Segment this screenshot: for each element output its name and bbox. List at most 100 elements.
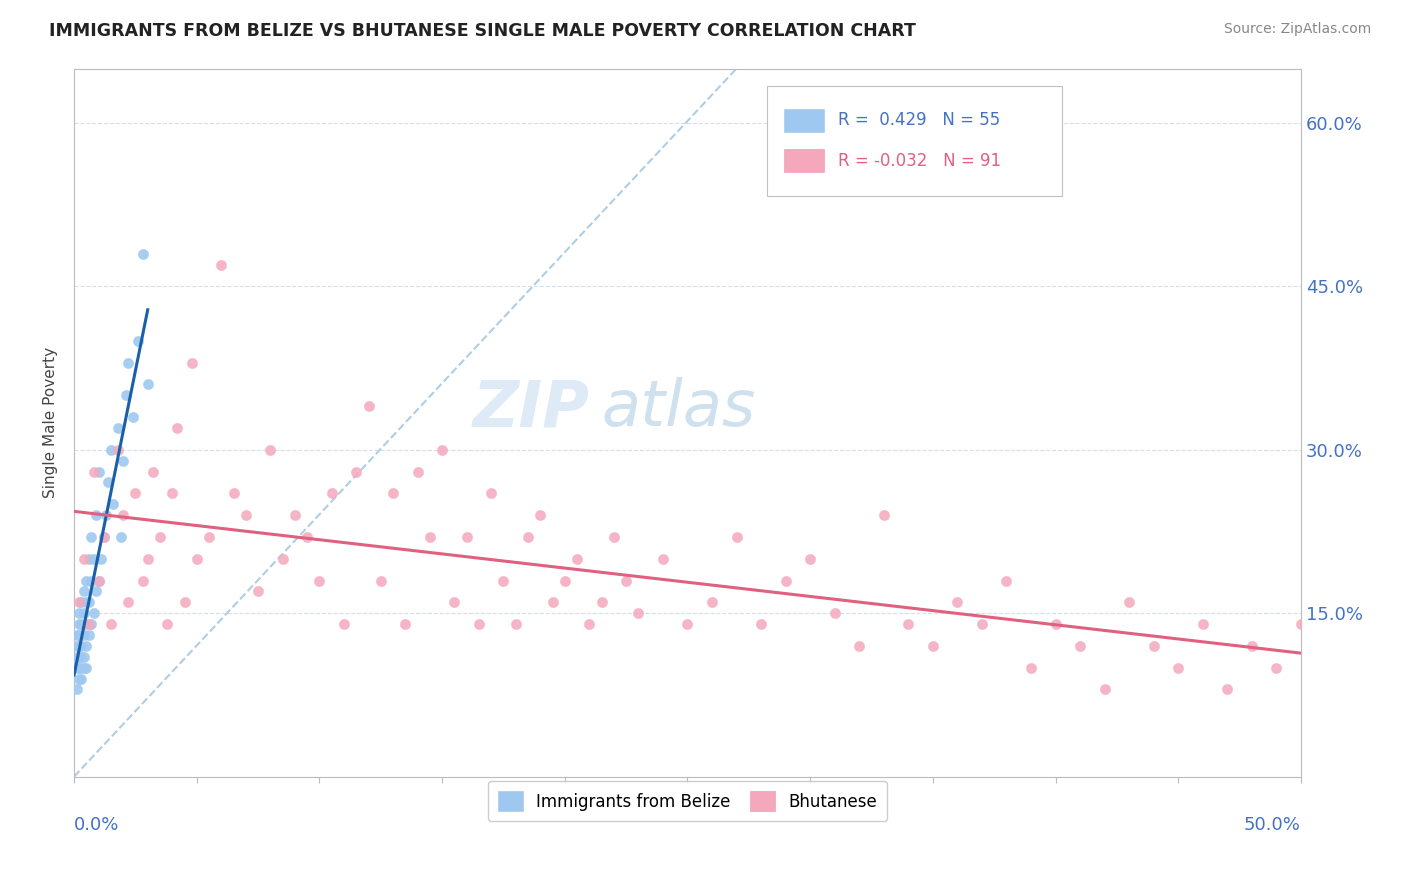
Point xyxy=(873,508,896,523)
Point xyxy=(1364,661,1386,675)
Point xyxy=(614,574,637,588)
Text: IMMIGRANTS FROM BELIZE VS BHUTANESE SINGLE MALE POVERTY CORRELATION CHART: IMMIGRANTS FROM BELIZE VS BHUTANESE SING… xyxy=(49,22,917,40)
Point xyxy=(65,682,87,697)
Point xyxy=(70,649,93,664)
Point xyxy=(1191,617,1213,632)
Point xyxy=(505,617,527,632)
Point xyxy=(897,617,920,632)
Point xyxy=(725,530,748,544)
Legend: Immigrants from Belize, Bhutanese: Immigrants from Belize, Bhutanese xyxy=(488,781,887,822)
Point xyxy=(103,497,125,511)
Text: Source: ZipAtlas.com: Source: ZipAtlas.com xyxy=(1223,22,1371,37)
Point xyxy=(65,649,87,664)
Point xyxy=(1388,639,1406,653)
Point xyxy=(456,530,478,544)
Point xyxy=(94,508,117,523)
Point xyxy=(921,639,943,653)
Point xyxy=(1339,682,1361,697)
Point xyxy=(73,628,96,642)
Y-axis label: Single Male Poverty: Single Male Poverty xyxy=(44,347,58,498)
Point xyxy=(271,551,294,566)
Point xyxy=(73,584,96,599)
Point xyxy=(492,574,515,588)
Point xyxy=(222,486,245,500)
Point xyxy=(117,595,139,609)
Point xyxy=(603,530,626,544)
Point xyxy=(1265,661,1288,675)
Point xyxy=(97,475,120,490)
Point xyxy=(357,399,380,413)
Point xyxy=(198,530,221,544)
Point xyxy=(370,574,392,588)
Point xyxy=(75,639,97,653)
Point xyxy=(247,584,270,599)
Point xyxy=(970,617,993,632)
Point xyxy=(73,649,96,664)
Point xyxy=(321,486,343,500)
FancyBboxPatch shape xyxy=(768,87,1062,196)
Point xyxy=(652,551,675,566)
Point xyxy=(65,639,87,653)
Point xyxy=(149,530,172,544)
Point xyxy=(749,617,772,632)
Point xyxy=(284,508,307,523)
Point xyxy=(799,551,821,566)
Point xyxy=(333,617,356,632)
Point xyxy=(84,584,107,599)
Point xyxy=(80,617,103,632)
Point xyxy=(77,617,100,632)
Point xyxy=(1167,661,1189,675)
Point xyxy=(75,661,97,675)
Point xyxy=(565,551,588,566)
Point xyxy=(209,258,232,272)
Point xyxy=(1315,639,1337,653)
Point xyxy=(136,551,159,566)
Point xyxy=(87,574,110,588)
Point xyxy=(67,617,90,632)
Point xyxy=(132,246,155,260)
Point xyxy=(67,639,90,653)
Point xyxy=(90,551,112,566)
Point xyxy=(382,486,405,500)
Point xyxy=(156,617,179,632)
Point xyxy=(700,595,723,609)
Point xyxy=(136,377,159,392)
Point xyxy=(1045,617,1067,632)
Point xyxy=(430,442,453,457)
Text: 50.0%: 50.0% xyxy=(1244,815,1301,833)
Point xyxy=(67,595,90,609)
Point xyxy=(1069,639,1091,653)
Point xyxy=(77,595,100,609)
Point xyxy=(70,595,93,609)
Point xyxy=(142,465,165,479)
Point xyxy=(1216,682,1239,697)
Point xyxy=(1094,682,1116,697)
Point xyxy=(578,617,600,632)
Point xyxy=(541,595,564,609)
Point xyxy=(295,530,318,544)
Point xyxy=(117,356,139,370)
Text: ZIP: ZIP xyxy=(472,377,589,440)
Point xyxy=(1289,617,1312,632)
Point xyxy=(75,617,97,632)
Point xyxy=(83,551,105,566)
Point xyxy=(93,530,115,544)
Point xyxy=(67,649,90,664)
Point xyxy=(127,334,149,348)
Point xyxy=(946,595,969,609)
Point xyxy=(180,356,202,370)
Point xyxy=(848,639,870,653)
Point xyxy=(80,530,103,544)
Point xyxy=(995,574,1018,588)
Point xyxy=(73,661,96,675)
Point xyxy=(308,574,330,588)
Point xyxy=(406,465,429,479)
Point xyxy=(394,617,416,632)
Point xyxy=(627,606,650,620)
Bar xyxy=(785,109,824,131)
Text: atlas: atlas xyxy=(602,377,756,440)
Point xyxy=(166,421,188,435)
Point xyxy=(107,421,129,435)
Point xyxy=(73,551,96,566)
Point xyxy=(70,639,93,653)
